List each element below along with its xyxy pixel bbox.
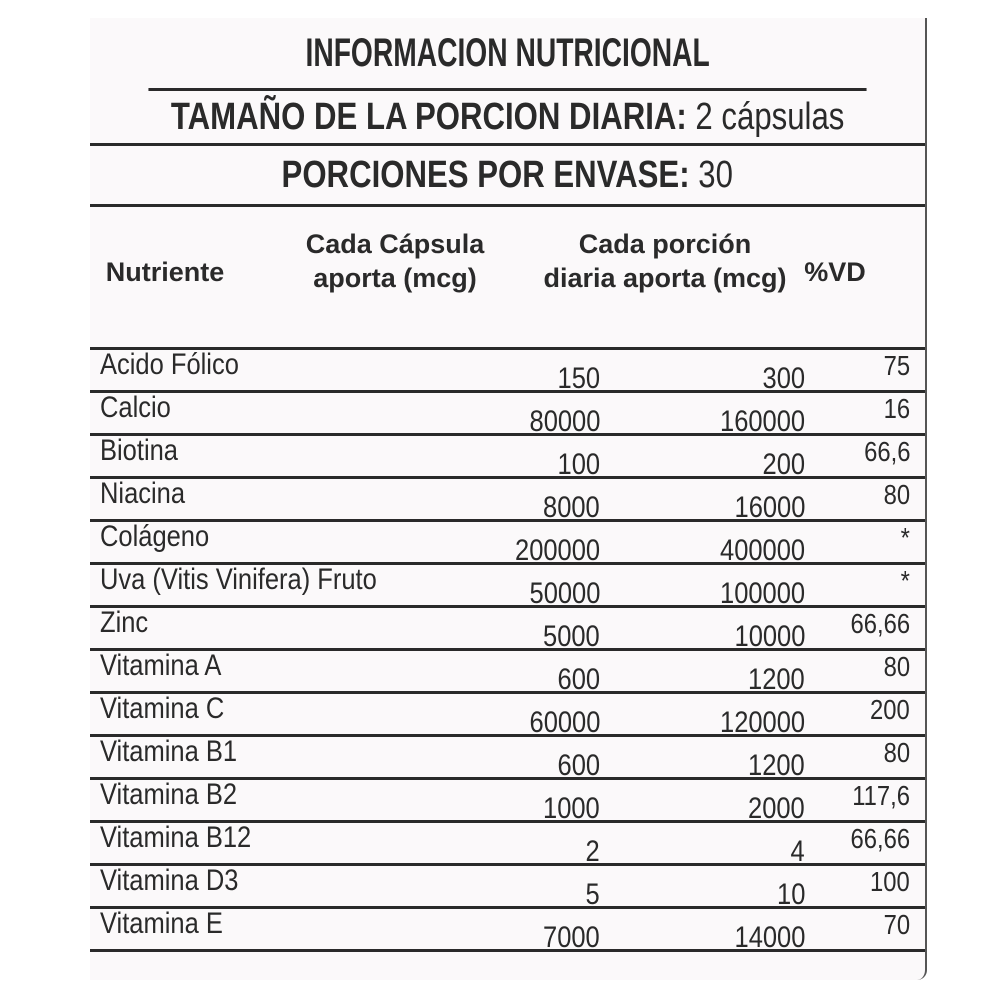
serving-size-value: 2 cápsulas [695, 96, 845, 138]
per-serving-value: 14000 [734, 921, 805, 954]
table-row: Uva (Vitis Vinifera) Fruto 50000 100000 * [90, 563, 925, 610]
servings-value: 30 [698, 154, 734, 196]
nutrient-name: Vitamina A [100, 649, 222, 682]
nutrient-name: Acido Fólico [100, 348, 239, 381]
vd-value: 70 [883, 909, 910, 940]
per-capsule-value: 1000 [543, 792, 600, 825]
per-serving-value: 160000 [719, 405, 805, 438]
table-row: Vitamina C 60000 120000 200 [90, 692, 925, 739]
vd-value: 66,66 [850, 608, 910, 639]
nutrient-name: Biotina [100, 434, 178, 467]
servings-per-container: PORCIONES POR ENVASE: 30 [90, 146, 925, 207]
column-header-per-serving: Cada porción diaria aporta (mcg) [543, 229, 787, 293]
vd-value: 100 [870, 866, 910, 897]
per-serving-value: 120000 [719, 706, 805, 739]
per-capsule-value: 60000 [529, 706, 600, 739]
per-capsule-value: 5 [585, 878, 600, 911]
table-row: Vitamina D3 5 10 100 [90, 864, 925, 911]
per-capsule-value: 2 [585, 835, 600, 868]
label-title: INFORMACION NUTRICIONAL [148, 18, 867, 91]
per-serving-value: 1200 [748, 663, 805, 696]
per-capsule-value: 150 [557, 362, 600, 395]
nutrient-name: Vitamina C [100, 692, 225, 725]
vd-value: 80 [883, 479, 910, 510]
per-capsule-value: 100 [557, 448, 600, 481]
per-serving-value: 16000 [734, 491, 805, 524]
nutrient-name: Vitamina B1 [100, 735, 238, 768]
per-serving-value: 4 [790, 835, 805, 868]
vd-value: 80 [883, 737, 910, 768]
per-capsule-value: 50000 [529, 577, 600, 610]
nutrient-table: Acido Fólico 150 300 75 Calcio 80000 160000 16 B… [90, 348, 925, 954]
nutrient-name: Vitamina D3 [100, 864, 239, 897]
table-row: Zinc 5000 10000 66,66 [90, 606, 925, 653]
nutrition-label: INFORMACION NUTRICIONAL TAMAÑO DE LA POR… [90, 18, 927, 980]
vd-value: 75 [883, 350, 910, 381]
vd-value: 117,6 [852, 780, 910, 811]
serving-size-label: TAMAÑO DE LA PORCION DIARIA: [170, 96, 687, 138]
per-serving-value: 200 [762, 448, 805, 481]
column-header-per-capsule: Cada Cápsula aporta (mcg) [305, 229, 485, 293]
table-row: Colágeno 200000 400000 * [90, 520, 925, 567]
table-row: Vitamina B12 2 4 66,66 [90, 821, 925, 868]
table-row: Niacina 8000 16000 80 [90, 477, 925, 524]
table-row: Vitamina B1 600 1200 80 [90, 735, 925, 782]
per-serving-value: 10000 [734, 620, 805, 653]
nutrient-name: Zinc [100, 606, 149, 639]
column-header-vd: %VD [804, 257, 866, 287]
nutrient-name: Calcio [100, 391, 171, 424]
per-capsule-value: 600 [557, 749, 600, 782]
per-capsule-value: 600 [557, 663, 600, 696]
title-text: INFORMACION NUTRICIONAL [305, 31, 710, 75]
per-serving-value: 300 [762, 362, 805, 395]
vd-value: * [900, 565, 910, 596]
nutrient-name: Colágeno [100, 520, 210, 553]
table-row: Acido Fólico 150 300 75 [90, 348, 925, 395]
per-serving-value: 2000 [748, 792, 805, 825]
column-header-nutrient: Nutriente [105, 257, 225, 287]
per-capsule-value: 5000 [543, 620, 600, 653]
table-row: Calcio 80000 160000 16 [90, 391, 925, 438]
nutrient-name: Uva (Vitis Vinifera) Fruto [100, 563, 377, 596]
nutrient-name: Vitamina B12 [100, 821, 252, 854]
vd-value: * [900, 522, 910, 553]
table-row: Vitamina E 7000 14000 70 [90, 907, 925, 954]
vd-value: 200 [870, 694, 910, 725]
per-serving-value: 100000 [719, 577, 805, 610]
per-capsule-value: 7000 [543, 921, 600, 954]
servings-label: PORCIONES POR ENVASE: [281, 154, 690, 196]
column-headers: Nutriente Cada Cápsula aporta (mcg) Cada… [90, 207, 925, 350]
table-row: Biotina 100 200 66,6 [90, 434, 925, 481]
table-row: Vitamina A 600 1200 80 [90, 649, 925, 696]
per-serving-value: 1200 [748, 749, 805, 782]
per-serving-value: 10 [776, 878, 805, 911]
nutrient-name: Vitamina E [100, 907, 223, 940]
vd-value: 66,6 [863, 436, 910, 467]
serving-size: TAMAÑO DE LA PORCION DIARIA: 2 cápsulas [90, 91, 925, 146]
per-capsule-value: 200000 [514, 534, 600, 567]
per-capsule-value: 80000 [529, 405, 600, 438]
vd-value: 80 [883, 651, 910, 682]
per-capsule-value: 8000 [543, 491, 600, 524]
table-row: Vitamina B2 1000 2000 117,6 [90, 778, 925, 825]
per-serving-value: 400000 [719, 534, 805, 567]
nutrient-name: Vitamina B2 [100, 778, 238, 811]
vd-value: 16 [883, 393, 910, 424]
vd-value: 66,66 [850, 823, 910, 854]
nutrient-name: Niacina [100, 477, 186, 510]
